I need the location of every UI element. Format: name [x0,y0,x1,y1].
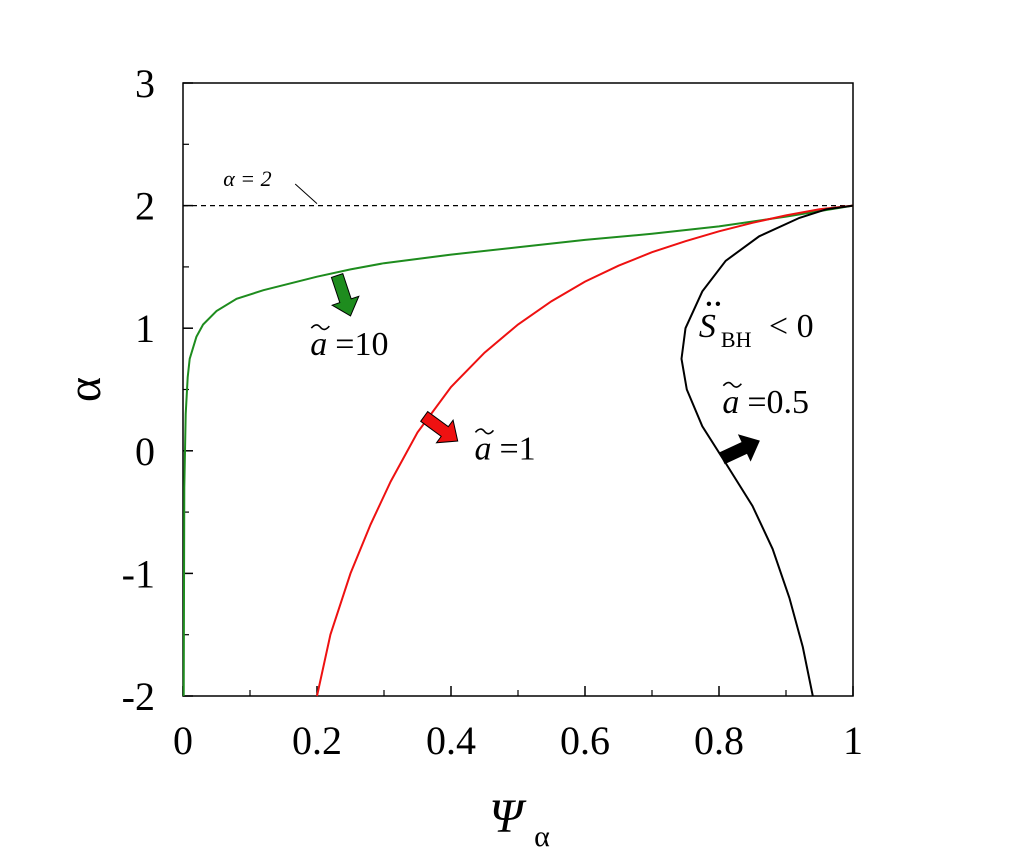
series-line-2 [680,204,854,697]
condition-tail: < 0 [769,308,814,345]
y-tick-label: -2 [122,674,155,719]
x-axis-label-subscript: α [534,820,550,853]
y-tick-label: -1 [122,551,155,596]
y-axis-label: α [58,377,111,402]
x-tick-label: 0.8 [694,718,744,763]
tilde-mark-0 [310,324,330,331]
curve-label-2: =0.5 [747,384,809,421]
x-tick-label: 0.4 [426,718,476,763]
y-tick-label: 2 [135,184,155,229]
alpha-2-leader [294,183,318,204]
labels-group: a =10a =1a =0.5S BH < 0 [310,301,814,467]
tilde-mark-1 [474,428,495,435]
curve-label-1: =1 [499,430,535,467]
tilde-mark-2 [722,381,742,388]
x-tick-label: 0 [173,718,193,763]
arrows-group [330,272,760,465]
alpha-2-label: α = 2 [223,166,271,191]
condition-s: S [699,308,716,345]
series-line-0 [182,204,854,697]
condition-dot-1 [706,301,712,306]
arrow-2 [719,434,760,465]
y-tick-label: 1 [135,306,155,351]
x-tick-label: 0.2 [292,718,342,763]
curve-label-0: =10 [335,326,388,363]
series-group [182,204,854,697]
series-line-1 [316,204,854,697]
curve-label-a-0: a [310,326,327,363]
condition-dot-2 [715,301,721,306]
curve-label-a-2: a [722,384,739,421]
arrow-1 [420,410,459,444]
x-tick-label: 0.6 [560,718,610,763]
condition-subscript: BH [721,327,752,352]
curve-label-a-1: a [474,430,491,467]
y-tick-label: 0 [135,429,155,474]
y-tick-label: 3 [135,61,155,106]
x-tick-label: 1 [843,718,863,763]
arrow-0 [330,272,360,317]
x-axis-label: Ψ [489,790,527,843]
reference-line: α = 2 [183,166,853,207]
